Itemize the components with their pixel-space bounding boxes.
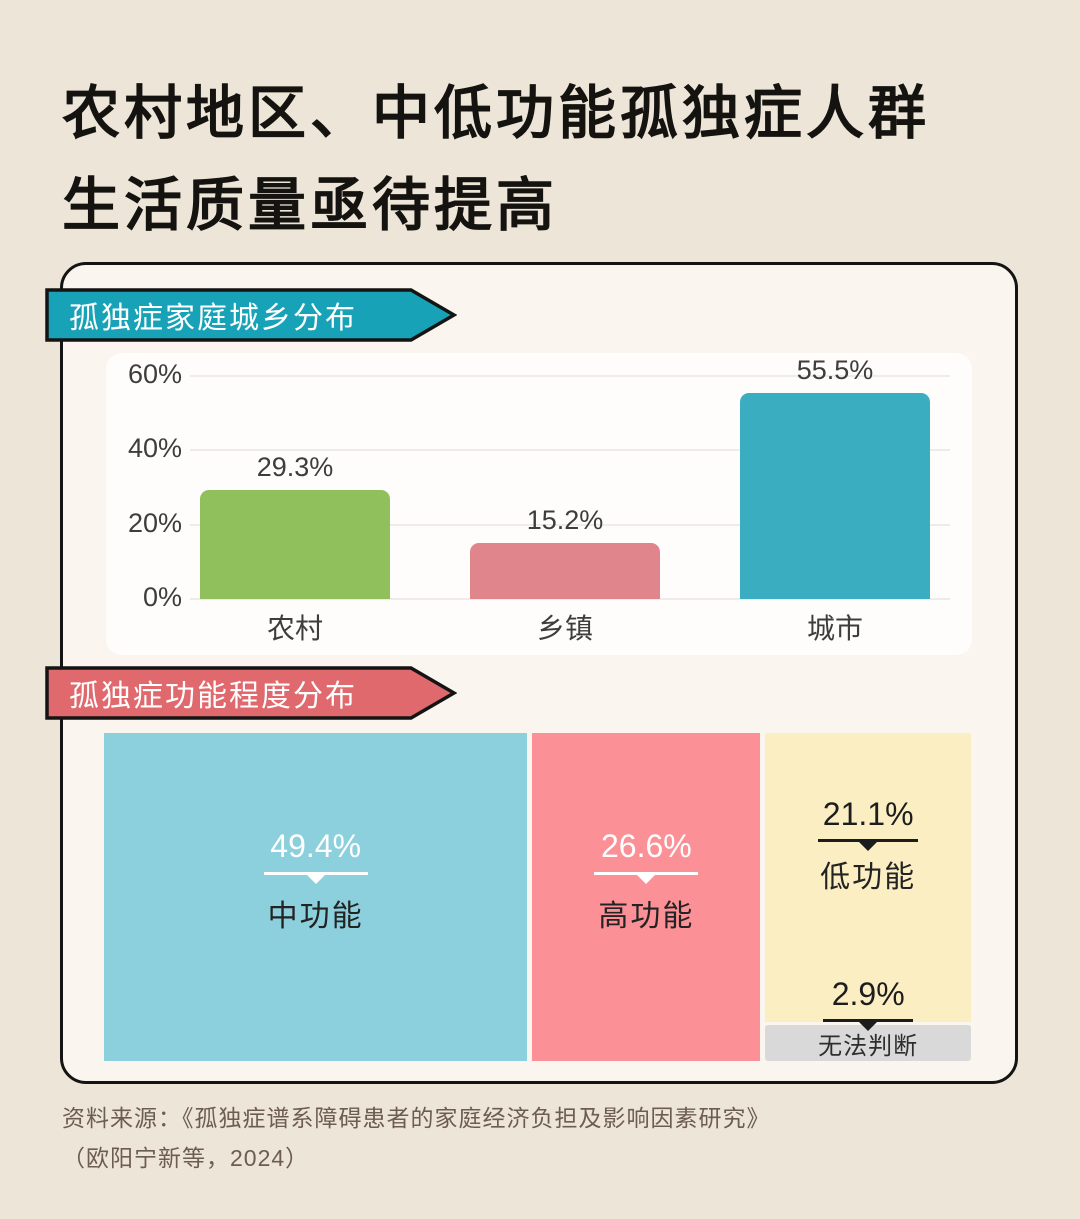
pointer-notch-icon — [858, 841, 879, 852]
section-badge-urban-rural: 孤独症家庭城乡分布 — [45, 288, 457, 342]
treemap-col-low: 21.1% 低功能 2.9% 无法判断 — [765, 733, 972, 1061]
bar-rural-fill — [200, 490, 390, 599]
bar-value-label: 15.2% — [526, 505, 604, 535]
bar-township: 15.2% — [470, 505, 660, 599]
bar-value-label: 29.3% — [256, 452, 334, 482]
gridline-20 — [190, 524, 950, 526]
pointer-notch-icon — [305, 873, 326, 884]
treemap-block-medium: 49.4% 中功能 — [104, 733, 528, 1061]
section-title-urban-rural: 孤独症家庭城乡分布 — [69, 302, 357, 335]
treemap-col-medium: 49.4% 中功能 — [104, 733, 528, 1061]
bar-city: 55.5% — [740, 355, 930, 599]
arrow-ribbon-icon — [45, 288, 457, 342]
section-title-function-level: 孤独症功能程度分布 — [69, 680, 357, 713]
value-pointer-line — [594, 871, 699, 884]
treemap-block-high: 26.6% 高功能 — [532, 733, 761, 1061]
source-line2: （欧阳宁新等，2024） — [62, 1145, 310, 1171]
section-badge-function-level: 孤独症功能程度分布 — [45, 666, 457, 720]
gridline-60 — [190, 375, 950, 377]
treemap-block-undetermined: 无法判断 — [765, 1025, 972, 1061]
segment-value: 21.1% — [822, 796, 914, 832]
y-axis-tick: 60% — [127, 359, 182, 389]
pointer-notch-icon — [636, 873, 657, 884]
segment-value: 26.6% — [600, 828, 692, 865]
treemap-function-distribution: 49.4% 中功能 26.6% 高功能 21.1% 低功能 2.9% — [104, 733, 972, 1061]
segment-label: 高功能 — [598, 899, 695, 933]
y-axis-tick: 20% — [127, 508, 182, 538]
value-pointer-line — [818, 839, 919, 852]
bar-rural: 29.3% — [200, 452, 390, 599]
segment-value: 49.4% — [270, 828, 362, 865]
x-axis-label-township: 乡镇 — [536, 613, 593, 644]
segment-label: 中功能 — [267, 899, 364, 933]
segment-value: 2.9% — [831, 975, 905, 1012]
bar-township-fill — [470, 543, 660, 599]
bar-value-label: 55.5% — [796, 355, 874, 385]
page-title-line2: 生活质量亟待提高 — [62, 173, 559, 238]
treemap-block-low: 21.1% 低功能 2.9% — [765, 733, 972, 1031]
gridline-40 — [190, 449, 950, 451]
y-axis-tick: 0% — [142, 582, 182, 612]
source-citation: 资料来源：《孤独症谱系障碍患者的家庭经济负担及影响因素研究》 （欧阳宁新等，20… — [62, 1098, 1002, 1178]
arrow-ribbon-icon — [45, 666, 457, 720]
value-pointer-line — [823, 1019, 914, 1031]
x-axis-label-city: 城市 — [806, 613, 863, 644]
bar-chart-card: 60% 40% 20% 0% 29.3% 15.2% 55.5% 农村 乡镇 城… — [106, 353, 972, 655]
segment-label: 低功能 — [820, 861, 917, 895]
page-title: 农村地区、中低功能孤独症人群 生活质量亟待提高 — [62, 68, 1022, 252]
gridline-0 — [190, 598, 950, 600]
x-axis-label-rural: 农村 — [266, 613, 323, 644]
page-title-line1: 农村地区、中低功能孤独症人群 — [62, 81, 931, 146]
y-axis-tick: 40% — [127, 433, 182, 463]
source-line1: 资料来源：《孤独症谱系障碍患者的家庭经济负担及影响因素研究》 — [62, 1105, 771, 1131]
bar-city-fill — [740, 393, 930, 599]
value-pointer-line — [263, 871, 368, 884]
pointer-notch-icon — [858, 1021, 879, 1031]
segment-label: 无法判断 — [818, 1032, 919, 1060]
treemap-col-high: 26.6% 高功能 — [532, 733, 761, 1061]
